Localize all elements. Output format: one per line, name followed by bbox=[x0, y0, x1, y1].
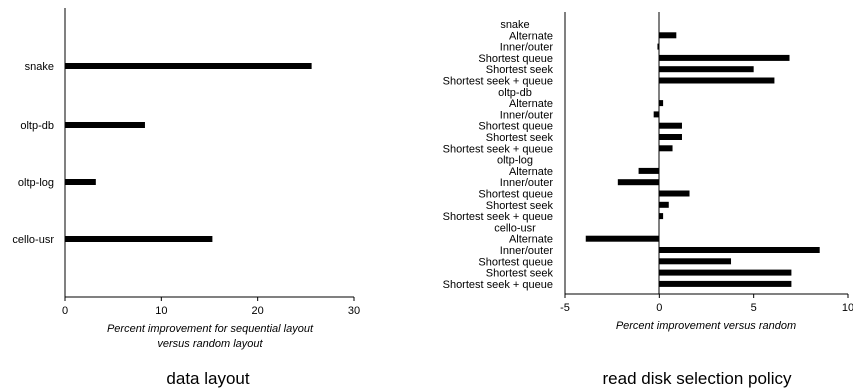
right-category-label: Alternate bbox=[509, 166, 553, 178]
right-category-label: Shortest seek + queue bbox=[443, 211, 553, 223]
right-category-label: Shortest seek + queue bbox=[443, 279, 553, 291]
left-chart-caption: data layout bbox=[166, 369, 249, 388]
left-bar-oltp-db bbox=[65, 122, 145, 128]
right-bar-snake-inner-outer bbox=[657, 43, 660, 50]
left-x-tick-label: 0 bbox=[62, 305, 68, 317]
right-category-label: Shortest seek bbox=[486, 64, 554, 76]
left-category-label: cello-usr bbox=[12, 234, 54, 246]
right-category-label: Alternate bbox=[509, 98, 553, 110]
right-category-label: Shortest queue bbox=[478, 121, 553, 133]
right-category-label: Alternate bbox=[509, 30, 553, 42]
right-group-label: oltp-db bbox=[498, 87, 532, 99]
right-x-tick-label: 0 bbox=[656, 302, 662, 314]
right-bar-cello-usr-shortest-seek bbox=[659, 269, 792, 276]
right-bar-oltp-log-shortest-seek bbox=[659, 201, 669, 208]
right-category-label: Shortest queue bbox=[478, 189, 553, 201]
right-x-tick-label: 10 bbox=[842, 302, 853, 314]
right-category-label: Alternate bbox=[509, 234, 553, 246]
right-group-label: oltp-log bbox=[497, 155, 533, 167]
right-category-label: Shortest queue bbox=[478, 53, 553, 65]
right-category-label: Shortest queue bbox=[478, 256, 553, 268]
right-chart-caption: read disk selection policy bbox=[603, 369, 792, 388]
right-category-label: Shortest seek bbox=[486, 200, 554, 212]
left-bar-oltp-log bbox=[65, 179, 96, 185]
right-bar-oltp-log-shortest-queue bbox=[659, 190, 690, 197]
right-category-label: Inner/outer bbox=[500, 109, 554, 121]
right-category-label: Shortest seek bbox=[486, 132, 554, 144]
right-bar-cello-usr-shortest-queue bbox=[659, 258, 732, 265]
right-category-label: Shortest seek bbox=[486, 268, 554, 280]
right-group-label: cello-usr bbox=[494, 222, 536, 234]
left-x-axis-title-line2: versus random layout bbox=[157, 338, 263, 350]
right-bar-oltp-log-shortest-seek-queue bbox=[659, 213, 664, 220]
right-bar-oltp-db-shortest-queue bbox=[659, 122, 682, 129]
right-bar-oltp-db-shortest-seek bbox=[659, 134, 682, 140]
right-bar-oltp-log-alternate bbox=[638, 167, 660, 174]
right-bar-snake-shortest-seek-queue bbox=[659, 77, 775, 84]
left-x-tick-label: 10 bbox=[155, 305, 167, 317]
right-bar-snake-alternate bbox=[659, 32, 677, 39]
left-x-tick-label: 30 bbox=[348, 305, 360, 317]
data-layout-chart: snake oltp-db oltp-log cello-usr 0 10 20 30 Pe… bbox=[12, 8, 360, 388]
right-x-tick-label: -5 bbox=[560, 302, 570, 314]
right-category-label: Inner/outer bbox=[500, 245, 554, 257]
right-bar-oltp-db-shortest-seek-queue bbox=[659, 145, 673, 152]
right-bar-snake-shortest-queue bbox=[659, 54, 790, 61]
right-category-label: Inner/outer bbox=[500, 42, 554, 54]
left-x-tick-label: 20 bbox=[252, 305, 264, 317]
left-x-axis-title-line1: Percent improvement for sequential layou… bbox=[107, 323, 314, 335]
right-x-axis-title: Percent improvement versus random bbox=[616, 320, 796, 332]
left-category-label: snake bbox=[25, 61, 54, 73]
right-category-label: Inner/outer bbox=[500, 177, 554, 189]
right-category-label: Shortest seek + queue bbox=[443, 76, 553, 88]
right-bar-oltp-db-alternate bbox=[659, 100, 664, 107]
right-x-tick-label: 5 bbox=[751, 302, 757, 314]
right-bar-snake-shortest-seek bbox=[659, 66, 754, 73]
left-bar-snake bbox=[65, 63, 312, 69]
left-category-label: oltp-log bbox=[18, 177, 54, 189]
right-category-label: Shortest seek + queue bbox=[443, 143, 553, 155]
right-bar-oltp-log-inner-outer bbox=[617, 179, 660, 186]
left-bar-cello-usr bbox=[65, 236, 213, 242]
right-bar-cello-usr-shortest-seek-queue bbox=[659, 280, 792, 287]
right-bar-cello-usr-alternate bbox=[585, 235, 660, 242]
right-bar-cello-usr-inner-outer bbox=[659, 247, 820, 253]
right-bar-oltp-db-inner-outer bbox=[653, 111, 660, 118]
right-group-label: snake bbox=[500, 19, 529, 31]
left-category-label: oltp-db bbox=[20, 120, 54, 132]
